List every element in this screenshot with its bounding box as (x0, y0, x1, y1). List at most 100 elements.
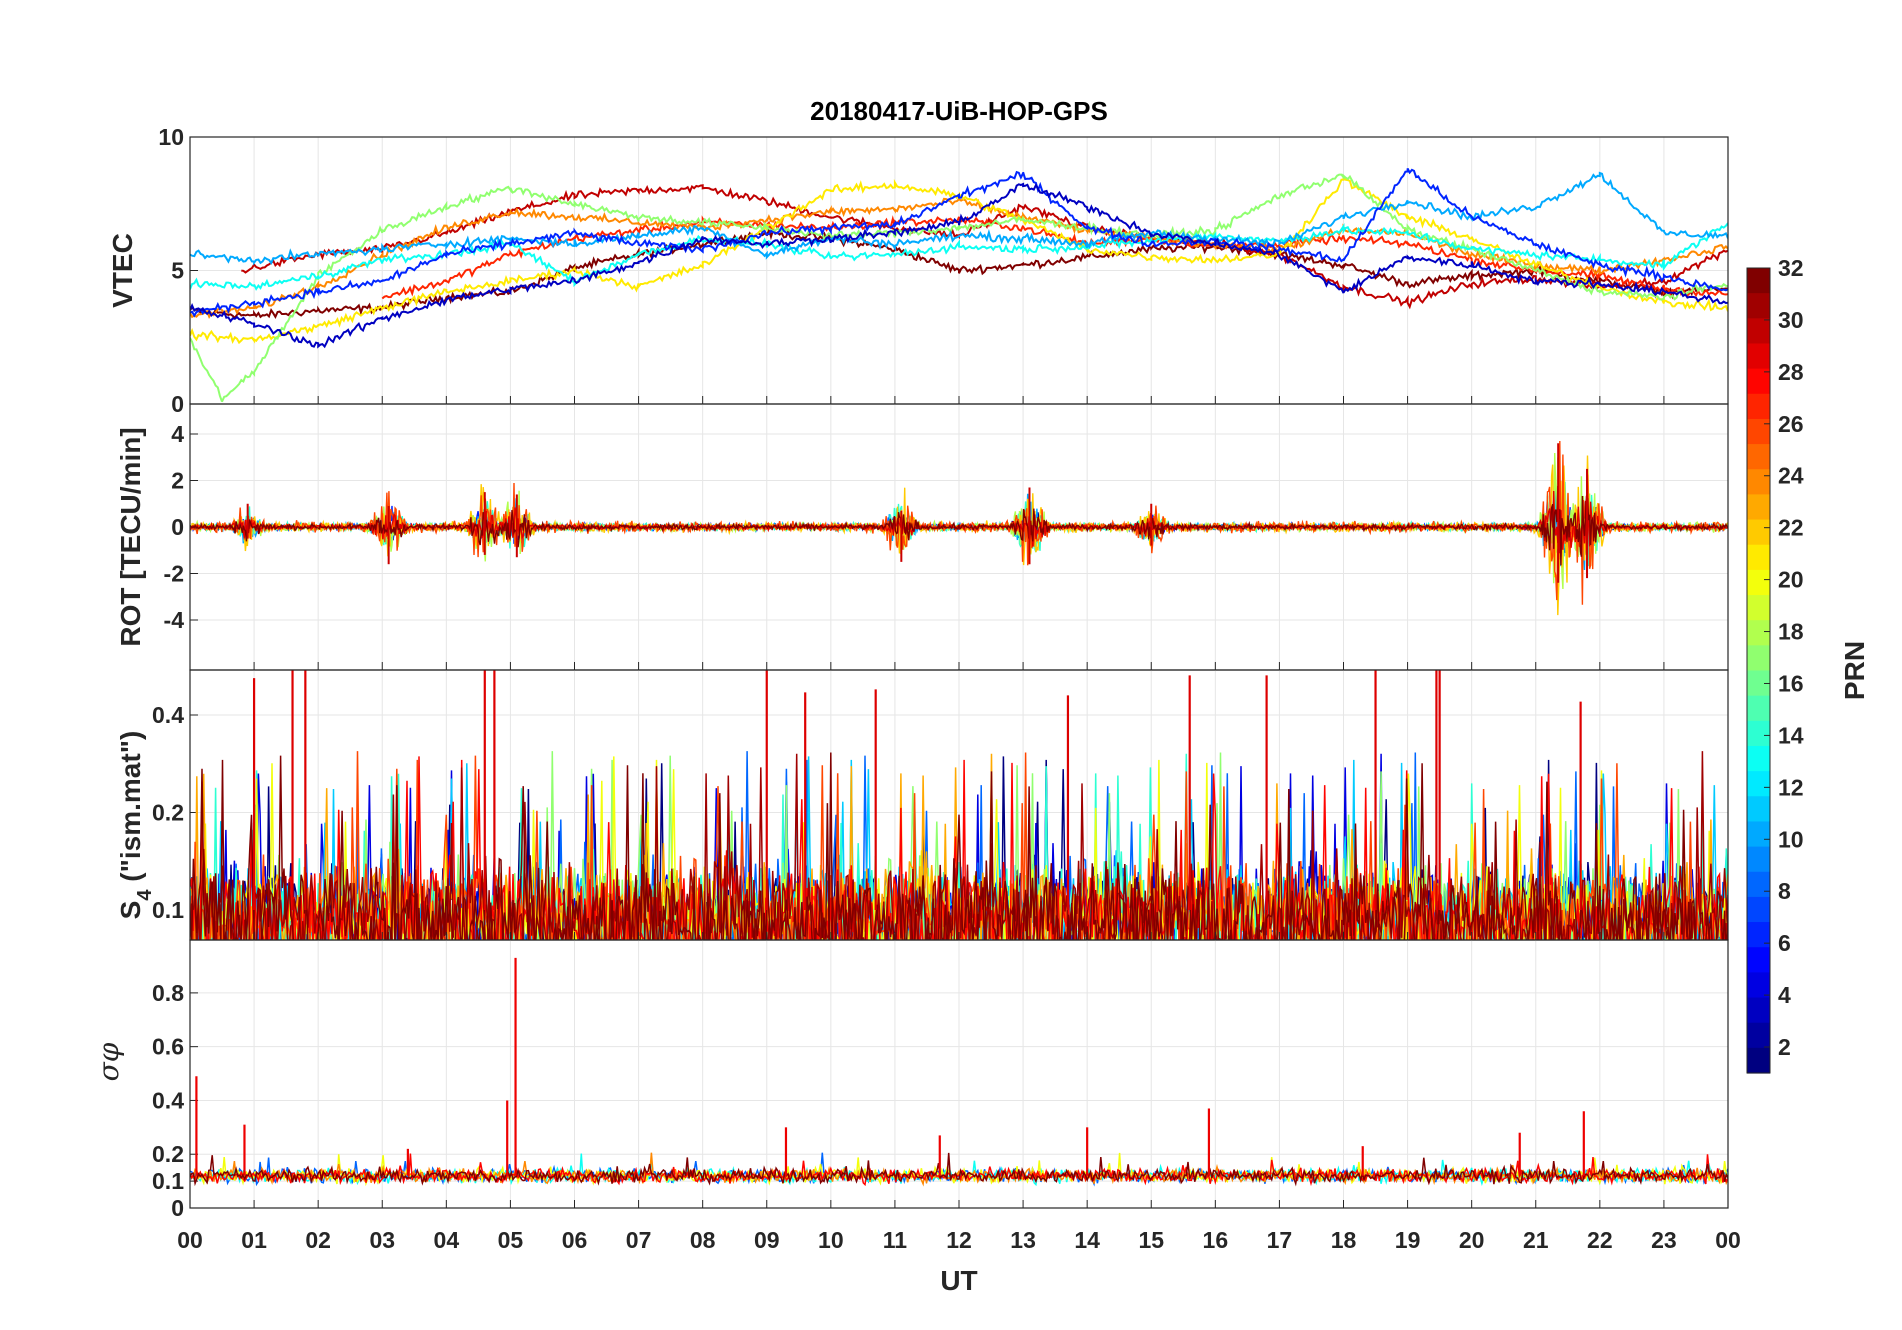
panel-sigma_phi: 00.10.2 0.4 0.6 0.8 σφ (92, 939, 1729, 1221)
colorbar-swatch (1747, 595, 1770, 621)
colorbar-swatch (1747, 796, 1770, 823)
y-tick-label-sigma_phi: 0 (171, 1195, 184, 1221)
x-tick-label: 00 (177, 1227, 203, 1253)
y-tick-label-rot: 2 (171, 468, 184, 494)
colorbar-tick-label: 20 (1778, 567, 1804, 593)
x-tick-label: 23 (1651, 1227, 1677, 1253)
y-tick-label-sigma_phi: 0.2 (152, 1141, 184, 1167)
x-tick-label: 22 (1587, 1227, 1613, 1253)
y-tick-label-rot: 0 (171, 514, 184, 540)
colorbar-tick-label: 22 (1778, 515, 1804, 541)
vtec-series-prn-27 (381, 215, 1728, 300)
x-tick-label: 20 (1459, 1227, 1485, 1253)
colorbar-swatch (1747, 343, 1770, 370)
x-tick-label: 01 (241, 1227, 267, 1253)
colorbar-tick-label: 16 (1778, 670, 1804, 696)
colorbar-swatch (1747, 846, 1770, 873)
y-axis-label-sigma-phi: σφ (92, 1042, 125, 1081)
x-tick-label: 04 (434, 1227, 460, 1253)
x-tick-label: 17 (1267, 1227, 1293, 1253)
x-tick-label: 19 (1395, 1227, 1421, 1253)
y-axis-label-s4: S4 ("ism.mat") (115, 731, 156, 920)
x-tick-label: 06 (562, 1227, 588, 1253)
y-tick-label-sigma_phi: 0.6 (152, 1034, 184, 1060)
y-tick-label-vtec: 10 (158, 124, 184, 150)
y-tick-label-sigma_phi: 0.8 (152, 980, 184, 1006)
series-group-rot (190, 440, 1728, 616)
x-tick-label: 18 (1331, 1227, 1357, 1253)
chart-title: 20180417-UiB-HOP-GPS (810, 96, 1108, 126)
colorbar-swatch (1747, 318, 1770, 345)
colorbar-tick-label: 30 (1778, 307, 1804, 333)
y-tick-label-s4: 0.4 (152, 702, 184, 728)
colorbar-swatch (1747, 444, 1770, 470)
panel-rot: -4 -2 0 2 4 ROT [TECU/min] (115, 403, 1729, 671)
y-axis-label-rot: ROT [TECU/min] (115, 427, 146, 646)
colorbar-swatch (1747, 771, 1770, 797)
y-axis-label-s4-tail: ("ism.mat") (115, 731, 146, 890)
colorbar-swatch (1747, 745, 1770, 772)
x-tick-label: 03 (369, 1227, 395, 1253)
colorbar-swatch (1747, 1022, 1770, 1049)
x-tick-label: 12 (946, 1227, 972, 1253)
y-tick-label-rot: 4 (171, 421, 184, 447)
colorbar-swatch (1747, 268, 1770, 294)
colorbar-swatch (1747, 871, 1770, 898)
y-tick-label-s4: 0.2 (152, 800, 184, 826)
rot-series-prn-32 (190, 485, 1728, 566)
vtec-series-prn-24 (190, 197, 1728, 320)
colorbar-tick-label: 14 (1778, 722, 1804, 748)
vtec-series-prn-32 (190, 225, 1728, 320)
y-axis-label-vtec: VTEC (107, 233, 138, 308)
y-tick-label-rot: -4 (164, 607, 185, 633)
x-tick-label: 09 (754, 1227, 780, 1253)
colorbar-tick-label: 18 (1778, 619, 1804, 645)
y-axis-label-s4-sub: 4 (134, 889, 156, 901)
colorbar-swatch (1747, 896, 1770, 923)
colorbar-swatch (1747, 645, 1770, 672)
colorbar-swatch (1747, 494, 1770, 521)
y-tick-label-sigma_phi: 0.1 (152, 1168, 184, 1194)
colorbar-swatch (1747, 544, 1770, 571)
colorbar-tick-label: 8 (1778, 878, 1791, 904)
x-axis-label: UT (940, 1265, 977, 1296)
x-tick-label: 05 (498, 1227, 524, 1253)
colorbar-tick-label: 26 (1778, 411, 1804, 437)
colorbar-swatch (1747, 1047, 1770, 1074)
colorbar-tick-label: 4 (1778, 982, 1791, 1008)
colorbar-frame (1746, 267, 1771, 1074)
panel-vtec: 0 5 10 VTEC (107, 124, 1729, 417)
colorbar-swatch (1747, 393, 1770, 420)
x-tick-label: 10 (818, 1227, 844, 1253)
x-tick-label: 16 (1203, 1227, 1229, 1253)
colorbar-swatch (1747, 821, 1770, 848)
sigma-phi-series-prn-32 (190, 1152, 1728, 1187)
y-tick-label-s4: 0.1 (152, 897, 184, 923)
x-tick-label: 13 (1010, 1227, 1036, 1253)
colorbar-tick-label: 32 (1778, 255, 1804, 281)
x-tick-label: 14 (1074, 1227, 1100, 1253)
colorbar-tick-label: 12 (1778, 774, 1804, 800)
colorbar-swatch (1747, 569, 1770, 596)
sigma-phi-series-prn-28 (190, 1153, 1728, 1187)
x-tick-label: 00 (1715, 1227, 1741, 1253)
series-group-sigma_phi (190, 957, 1728, 1187)
colorbar-tick-label: 28 (1778, 359, 1804, 385)
colorbar-swatch (1747, 293, 1770, 319)
x-tick-label: 21 (1523, 1227, 1549, 1253)
colorbar-swatch (1747, 922, 1770, 948)
colorbar-swatch (1747, 418, 1770, 445)
x-tick-label: 11 (883, 1227, 908, 1253)
colorbar-tick-label: 6 (1778, 930, 1791, 956)
y-tick-label-rot: -2 (164, 561, 184, 587)
colorbar-tick-label: 24 (1778, 463, 1804, 489)
colorbar-tick-label: 10 (1778, 826, 1804, 852)
y-tick-label-vtec: 5 (171, 258, 184, 284)
colorbar-swatch (1747, 670, 1770, 697)
colorbar-swatch (1747, 695, 1770, 722)
x-tick-label: 15 (1138, 1227, 1164, 1253)
colorbar-swatch (1747, 720, 1770, 747)
colorbar-swatch (1747, 519, 1770, 546)
colorbar-swatch (1747, 972, 1770, 999)
